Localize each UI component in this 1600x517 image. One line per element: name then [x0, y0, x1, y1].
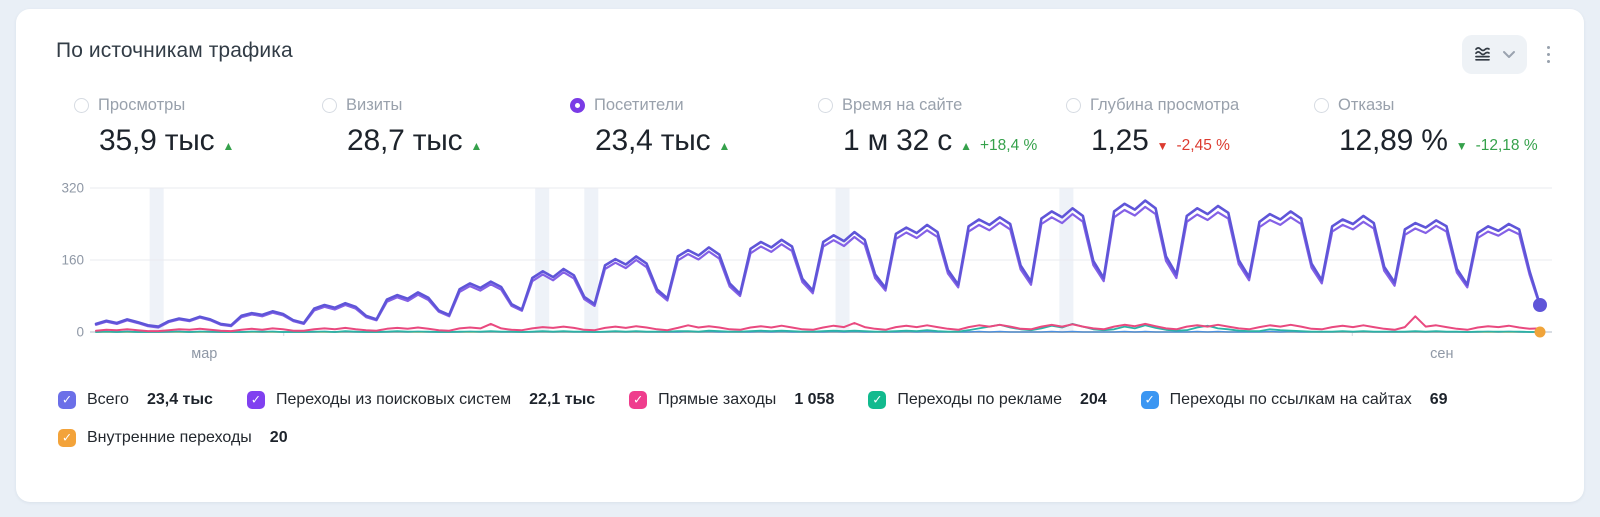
legend-item[interactable]: ✓ Переходы по ссылкам на сайтах 69: [1140, 391, 1448, 409]
metrics-row: Просмотры 35,9 тыс ▲ Визиты 28,7 тыс ▲ П: [16, 74, 1584, 158]
toolbar: [1461, 35, 1557, 74]
legend-label: Переходы по ссылкам на сайтах: [1169, 391, 1412, 408]
legend-item[interactable]: ✓ Переходы по рекламе 204: [868, 391, 1107, 409]
legend-checkbox[interactable]: ✓: [868, 391, 887, 409]
metric-item[interactable]: Глубина просмотра 1,25 ▼ -2,45 %: [1048, 96, 1296, 158]
metric-item[interactable]: Посетители 23,4 тыс ▲: [552, 96, 800, 158]
metric-radio[interactable]: [74, 98, 89, 113]
metric-value: 1,25: [1091, 124, 1149, 157]
check-icon: ✓: [633, 392, 644, 407]
metric-radio[interactable]: [818, 98, 833, 113]
legend-item[interactable]: ✓ Переходы из поисковых систем 22,1 тыс: [246, 391, 596, 409]
legend-value: 20: [269, 429, 288, 446]
metric-label: Визиты: [346, 96, 403, 114]
legend-value: 69: [1429, 391, 1448, 408]
metric-radio[interactable]: [322, 98, 337, 113]
legend-item[interactable]: ✓ Всего 23,4 тыс: [58, 391, 213, 409]
kebab-menu-icon[interactable]: [1541, 40, 1557, 70]
chart-type-button[interactable]: [1461, 35, 1527, 74]
traffic-chart-svg[interactable]: 0 160 320 мар сен: [56, 178, 1560, 374]
metric-radio[interactable]: [570, 98, 585, 113]
metric-value: 12,89 %: [1339, 124, 1448, 157]
metric-item[interactable]: Отказы 12,89 % ▼ -12,18 %: [1296, 96, 1544, 158]
trend-arrow-icon: ▲: [470, 139, 483, 153]
legend-label: Всего: [87, 391, 129, 408]
metric-label: Глубина просмотра: [1090, 96, 1240, 114]
trend-arrow-icon: ▲: [222, 139, 235, 153]
y-axis-label: 320: [61, 181, 84, 196]
legend-checkbox[interactable]: ✓: [1140, 391, 1159, 409]
traffic-sources-card: По источникам трафика: [16, 9, 1584, 502]
trend-arrow-icon: ▼: [1156, 139, 1169, 153]
metric-label: Отказы: [1338, 96, 1395, 114]
legend-value: 23,4 тыс: [146, 391, 213, 408]
metric-value: 28,7 тыс: [347, 124, 463, 157]
metric-radio[interactable]: [1314, 98, 1329, 113]
card-header: По источникам трафика: [16, 9, 1584, 74]
trend-arrow-icon: ▼: [1455, 139, 1468, 153]
chart-legend: ✓ Всего 23,4 тыс ✓ Переходы из поисковых…: [16, 379, 1584, 447]
metric-radio[interactable]: [1066, 98, 1081, 113]
legend-item[interactable]: ✓ Внутренние переходы 20: [58, 429, 288, 447]
trend-arrow-icon: ▲: [718, 139, 731, 153]
chevron-down-icon: [1502, 47, 1516, 62]
legend-value: 22,1 тыс: [529, 391, 596, 408]
metric-item[interactable]: Просмотры 35,9 тыс ▲: [56, 96, 304, 158]
y-axis-label: 160: [61, 253, 84, 268]
x-axis-label: мар: [191, 346, 217, 362]
trend-arrow-icon: ▲: [960, 139, 972, 153]
legend-row: ✓ Внутренние переходы 20: [58, 429, 1544, 447]
series-line-total: [94, 199, 1542, 328]
trend-percent: -12,18 %: [1475, 137, 1538, 154]
metric-label: Время на сайте: [842, 96, 963, 114]
legend-checkbox[interactable]: ✓: [58, 391, 76, 409]
legend-label: Внутренние переходы: [87, 429, 252, 446]
series-line-direct: [95, 315, 1541, 333]
check-icon: ✓: [61, 430, 73, 445]
metric-label: Просмотры: [98, 96, 186, 114]
legend-value: 1 058: [794, 391, 835, 408]
legend-checkbox[interactable]: ✓: [58, 429, 76, 447]
legend-label: Переходы из поисковых систем: [275, 391, 512, 408]
check-icon: ✓: [1144, 392, 1155, 407]
check-icon: ✓: [250, 392, 261, 407]
metric-label: Посетители: [594, 96, 684, 114]
legend-item[interactable]: ✓ Прямые заходы 1 058: [629, 391, 834, 409]
chart-area: 0 160 320 мар сен: [16, 158, 1584, 379]
legend-checkbox[interactable]: ✓: [246, 391, 265, 409]
metric-value: 35,9 тыс: [99, 124, 215, 157]
wave-lines-icon: [1473, 43, 1493, 66]
y-axis-label: 0: [76, 325, 84, 340]
metric-value: 23,4 тыс: [595, 124, 711, 157]
x-axis-label: сен: [1430, 346, 1453, 362]
legend-checkbox[interactable]: ✓: [629, 391, 648, 409]
series-end-dot-total: [1533, 298, 1547, 312]
metric-item[interactable]: Время на сайте 1 м 32 с ▲ +18,4 %: [800, 96, 1048, 158]
series-end-dot-internal: [1534, 326, 1546, 338]
card-title: По источникам трафика: [56, 39, 293, 62]
trend-percent: +18,4 %: [979, 137, 1038, 154]
metric-item[interactable]: Визиты 28,7 тыс ▲: [304, 96, 552, 158]
series-line-ads: [95, 322, 1541, 333]
check-icon: ✓: [61, 392, 73, 407]
legend-value: 204: [1079, 391, 1107, 408]
legend-label: Переходы по рекламе: [897, 391, 1062, 408]
check-icon: ✓: [872, 392, 883, 407]
trend-percent: -2,45 %: [1176, 137, 1230, 154]
metric-value: 1 м 32 с: [843, 124, 953, 157]
legend-label: Прямые заходы: [658, 391, 777, 408]
legend-row: ✓ Всего 23,4 тыс ✓ Переходы из поисковых…: [58, 391, 1544, 409]
